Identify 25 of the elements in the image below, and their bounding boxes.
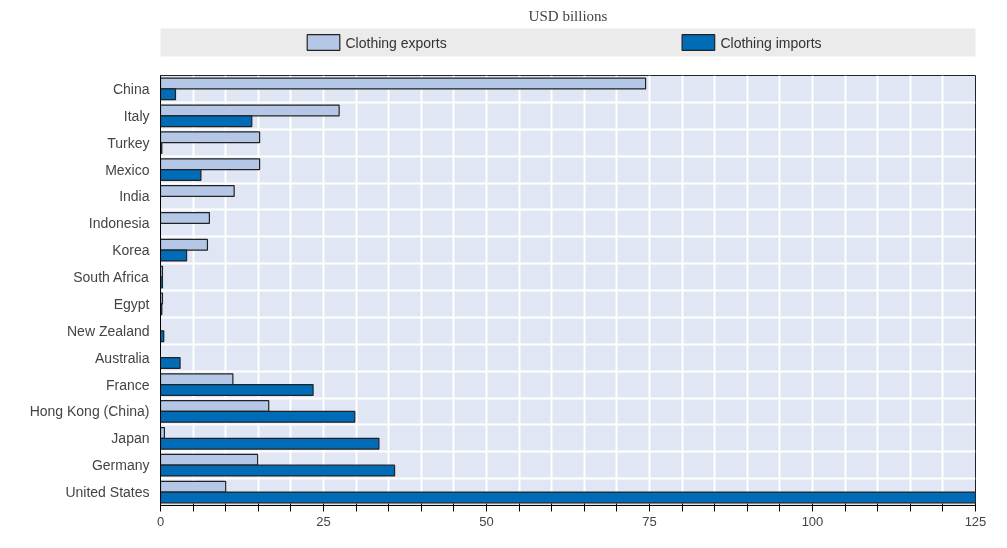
y-tick-label: India [119, 188, 150, 205]
chart-title: USD billions [528, 7, 608, 24]
y-tick-label: Germany [91, 457, 150, 474]
y-tick-label: Turkey [107, 134, 150, 151]
legend-label: Clothing exports [345, 34, 447, 51]
y-tick-label: Italy [123, 107, 150, 124]
y-tick-label: Egypt [113, 295, 150, 312]
x-tick-label: 75 [642, 513, 657, 529]
y-tick-label: South Africa [73, 269, 149, 286]
y-tick-label: Mexico [105, 161, 150, 178]
y-tick-label: Indonesia [88, 215, 150, 232]
x-tick-label: 50 [479, 513, 494, 529]
y-tick-label: China [112, 80, 150, 97]
y-tick-label: Japan [111, 430, 150, 447]
y-tick-label: Australia [95, 349, 150, 366]
x-tick-label: 125 [964, 513, 987, 529]
y-tick-label: Korea [112, 242, 150, 259]
y-tick-label: New Zealand [67, 322, 150, 339]
x-tick-label: 0 [156, 513, 165, 529]
legend-label: Clothing imports [720, 34, 822, 51]
y-tick-label: France [105, 376, 150, 393]
y-tick-label: United States [65, 484, 150, 501]
y-tick-label: Hong Kong (China) [29, 403, 150, 420]
x-tick-label: 25 [316, 513, 331, 529]
x-tick-label: 100 [801, 513, 824, 529]
